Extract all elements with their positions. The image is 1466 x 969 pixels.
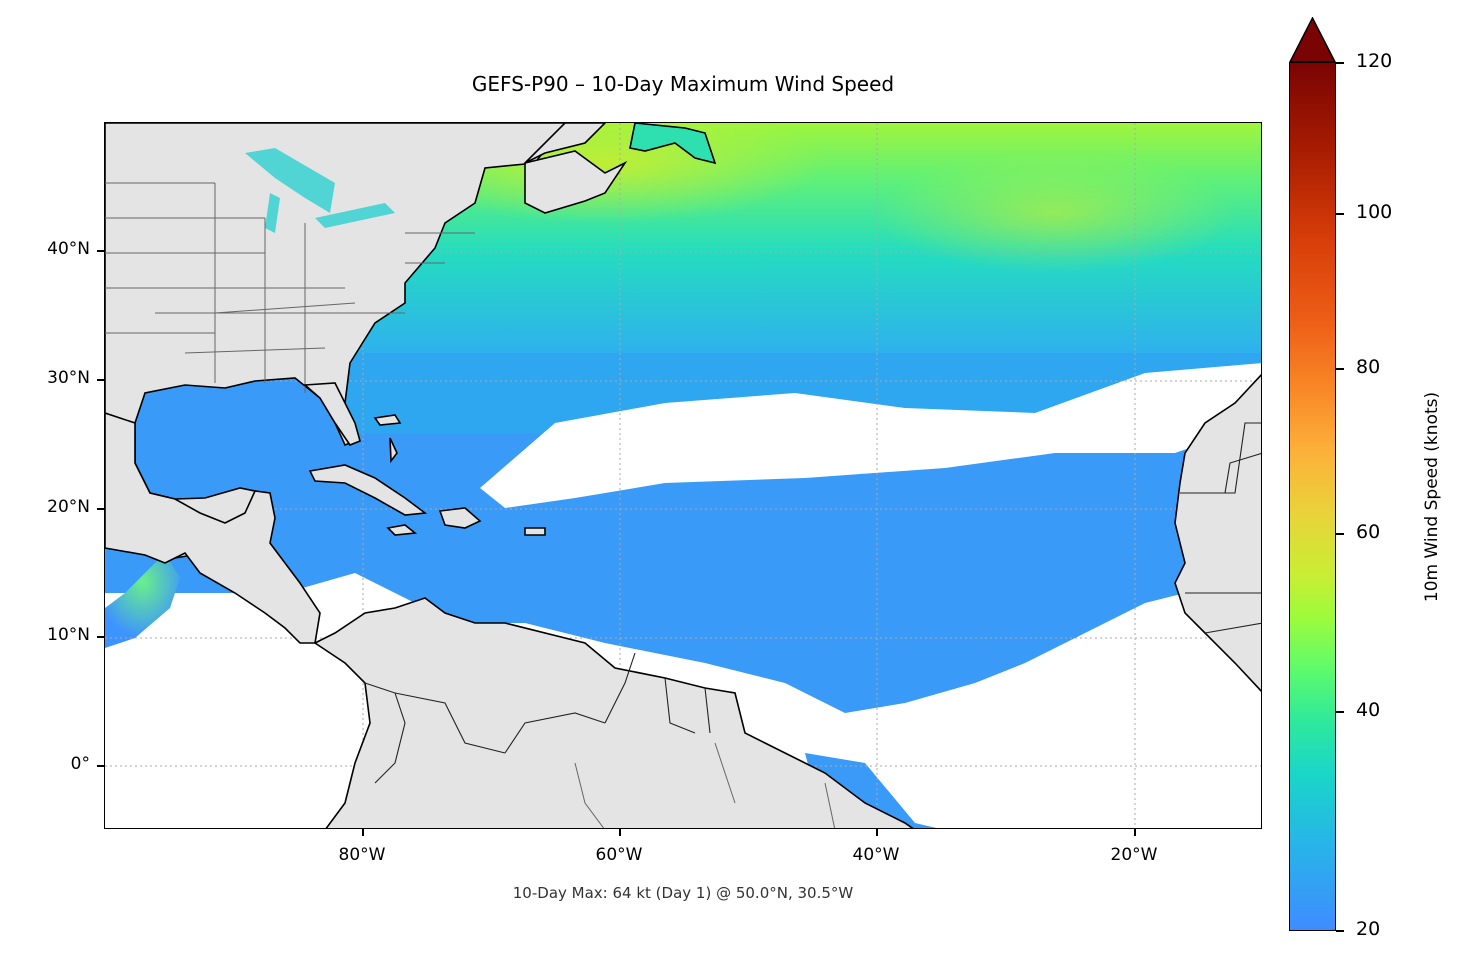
colorbar-tick-label: 60 (1356, 521, 1381, 543)
colorbar-tick (1336, 930, 1344, 932)
land-south-america (313, 597, 914, 828)
y-tick-10n (97, 636, 104, 638)
y-tick-label: 10°N (47, 625, 90, 645)
x-tick-20w (1134, 829, 1136, 836)
y-tick-30n (97, 379, 104, 381)
y-tick-40n (97, 250, 104, 252)
colorbar-extend-arrow-icon (1289, 17, 1336, 63)
colorbar-tick (1336, 368, 1344, 370)
y-tick-label: 40°N (47, 239, 90, 259)
x-tick-label: 20°W (1110, 845, 1158, 865)
land-cuba (308, 464, 428, 516)
colorbar-tick (1336, 533, 1344, 535)
chart-title: GEFS-P90 – 10-Day Maximum Wind Speed (471, 72, 895, 96)
wind-speed-map (105, 123, 1261, 828)
y-tick-label: 20°N (47, 497, 90, 517)
colorbar-tick (1336, 62, 1344, 64)
y-tick-0 (97, 765, 104, 767)
land-hispaniola (438, 507, 482, 529)
x-tick-60w (619, 829, 621, 836)
x-tick-label: 80°W (338, 845, 386, 865)
land-west-africa (1174, 373, 1261, 693)
colorbar-tick-label: 120 (1356, 50, 1393, 72)
colorbar (1289, 62, 1336, 931)
x-tick-label: 40°W (852, 845, 900, 865)
gridlines (105, 123, 1261, 828)
colorbar-label: 10m Wind Speed (knots) (1422, 391, 1442, 603)
colorbar-tick (1336, 711, 1344, 713)
x-tick-80w (362, 829, 364, 836)
y-tick-20n (97, 508, 104, 510)
y-tick-label: 30°N (47, 368, 90, 388)
land-central-america (105, 412, 321, 644)
map-panel (104, 122, 1262, 829)
x-tick-label: 60°W (595, 845, 643, 865)
masked-calm-band (480, 363, 1261, 508)
colorbar-tick-label: 100 (1356, 201, 1393, 223)
colorbar-tick-label: 20 (1356, 918, 1381, 940)
land-newfoundland (629, 123, 717, 165)
country-borders (364, 652, 711, 784)
max-value-annotation: 10-Day Max: 64 kt (Day 1) @ 50.0°N, 30.5… (512, 884, 854, 902)
state-borders (105, 182, 475, 393)
colorbar-tick (1336, 213, 1344, 215)
x-tick-40w (876, 829, 878, 836)
colorbar-tick-label: 80 (1356, 356, 1381, 378)
y-tick-label: 0° (70, 754, 90, 774)
colorbar-tick-label: 40 (1356, 699, 1381, 721)
